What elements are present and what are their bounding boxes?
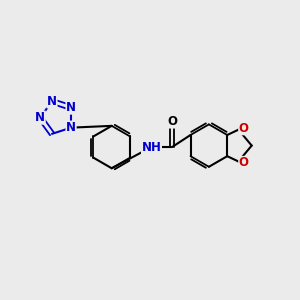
Text: O: O	[167, 115, 177, 128]
Text: N: N	[47, 95, 57, 108]
Text: NH: NH	[142, 141, 161, 154]
Text: O: O	[239, 157, 249, 169]
Text: O: O	[239, 122, 249, 135]
Text: N: N	[35, 111, 45, 124]
Text: N: N	[66, 101, 76, 114]
Text: N: N	[66, 121, 76, 134]
